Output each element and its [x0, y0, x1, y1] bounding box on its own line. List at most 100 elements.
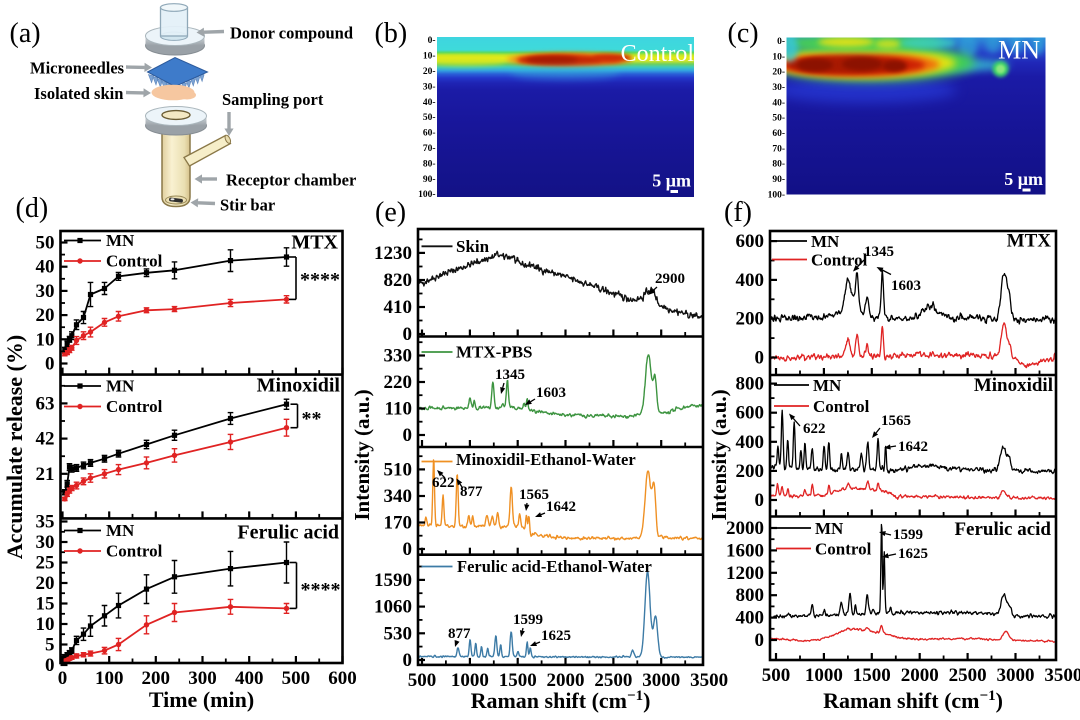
svg-text:50: 50: [36, 233, 55, 254]
svg-text:5 μm: 5 μm: [652, 171, 691, 191]
svg-text:63: 63: [36, 393, 55, 414]
svg-text:60-: 60-: [772, 129, 785, 139]
svg-text:100-: 100-: [768, 190, 785, 200]
svg-text:(a): (a): [10, 18, 41, 49]
svg-text:(e): (e): [375, 197, 406, 228]
svg-text:510: 510: [384, 459, 413, 480]
svg-text:Ferulic acid-Ethanol-Water: Ferulic acid-Ethanol-Water: [457, 557, 652, 576]
svg-text:800: 800: [736, 585, 765, 606]
svg-text:50-: 50-: [772, 114, 785, 124]
svg-text:80-: 80-: [772, 160, 785, 170]
svg-text:1603: 1603: [891, 278, 921, 294]
svg-text:70-: 70-: [423, 144, 436, 154]
svg-text:500: 500: [408, 670, 437, 691]
svg-text:622: 622: [432, 475, 455, 491]
svg-text:330: 330: [384, 346, 413, 367]
svg-text:Accumulate release (%): Accumulate release (%): [2, 335, 27, 559]
svg-text:600: 600: [328, 668, 357, 689]
svg-text:300: 300: [188, 668, 217, 689]
svg-text:(d): (d): [16, 193, 49, 224]
svg-text:10-: 10-: [423, 52, 436, 62]
svg-text:****: ****: [300, 269, 340, 291]
svg-text:600: 600: [736, 403, 765, 424]
svg-text:Raman shift (cm−1): Raman shift (cm−1): [471, 688, 651, 713]
svg-text:220: 220: [384, 372, 413, 393]
svg-text:0-: 0-: [428, 36, 436, 46]
svg-text:1230: 1230: [374, 243, 412, 264]
svg-text:21: 21: [36, 464, 55, 485]
svg-text:30: 30: [36, 532, 55, 553]
svg-text:500: 500: [282, 668, 311, 689]
svg-text:Control: Control: [815, 540, 872, 559]
svg-text:400: 400: [235, 668, 264, 689]
svg-text:30-: 30-: [772, 83, 785, 93]
svg-text:2500: 2500: [949, 665, 987, 686]
svg-text:2900: 2900: [655, 271, 685, 287]
svg-text:20: 20: [36, 305, 55, 326]
svg-text:(c): (c): [728, 18, 759, 49]
svg-text:80-: 80-: [423, 159, 436, 169]
svg-text:Control: Control: [813, 397, 870, 416]
svg-text:Stir bar: Stir bar: [220, 196, 275, 215]
svg-text:1599: 1599: [893, 527, 923, 543]
svg-text:Isolated skin: Isolated skin: [34, 84, 123, 103]
svg-text:400: 400: [736, 270, 765, 291]
svg-text:0: 0: [755, 348, 765, 369]
svg-text:400: 400: [736, 432, 765, 453]
svg-text:40-: 40-: [772, 98, 785, 108]
svg-text:500: 500: [762, 665, 791, 686]
svg-text:100-: 100-: [418, 190, 435, 200]
svg-text:35: 35: [36, 512, 55, 533]
svg-text:2000: 2000: [547, 670, 585, 691]
svg-text:1345: 1345: [495, 367, 525, 383]
svg-text:170: 170: [384, 513, 413, 534]
svg-text:MN: MN: [106, 377, 135, 396]
svg-text:0: 0: [403, 539, 413, 560]
svg-text:30-: 30-: [423, 82, 436, 92]
svg-text:MN: MN: [813, 376, 842, 395]
svg-text:90-: 90-: [772, 175, 785, 185]
svg-text:200: 200: [736, 309, 765, 330]
svg-text:Time (min): Time (min): [149, 687, 254, 712]
svg-text:25: 25: [36, 553, 55, 574]
svg-text:2000: 2000: [901, 665, 939, 686]
svg-text:0: 0: [58, 668, 68, 689]
svg-text:2500: 2500: [594, 670, 632, 691]
svg-text:0: 0: [755, 490, 765, 511]
svg-text:20-: 20-: [772, 68, 785, 78]
svg-text:Receptor chamber: Receptor chamber: [226, 171, 356, 190]
svg-text:1625: 1625: [541, 628, 571, 644]
svg-text:20-: 20-: [423, 67, 436, 77]
svg-text:1565: 1565: [881, 413, 911, 429]
svg-text:Intensity (a.u.): Intensity (a.u.): [350, 389, 374, 520]
svg-text:10: 10: [36, 614, 55, 635]
svg-text:40-: 40-: [423, 98, 436, 108]
svg-text:1000: 1000: [805, 665, 843, 686]
svg-text:Control: Control: [106, 397, 163, 416]
svg-text:Minoxidil: Minoxidil: [257, 375, 341, 397]
svg-text:15: 15: [36, 594, 55, 615]
svg-text:1642: 1642: [898, 439, 928, 455]
svg-text:1642: 1642: [546, 499, 576, 515]
svg-text:Ferulic acid: Ferulic acid: [237, 522, 339, 544]
svg-text:90-: 90-: [423, 175, 436, 185]
svg-text:5 μm: 5 μm: [1004, 169, 1043, 189]
svg-text:42: 42: [36, 429, 55, 450]
svg-text:40: 40: [36, 257, 55, 278]
svg-text:Microneedles: Microneedles: [30, 59, 125, 78]
svg-text:**: **: [302, 408, 322, 430]
svg-text:1600: 1600: [726, 540, 764, 561]
svg-text:3500: 3500: [1044, 665, 1080, 686]
svg-text:Donor compound: Donor compound: [230, 24, 353, 43]
svg-text:Control: Control: [621, 41, 695, 67]
svg-text:530: 530: [384, 623, 413, 644]
svg-text:400: 400: [736, 608, 765, 629]
svg-text:3000: 3000: [642, 670, 680, 691]
svg-text:10: 10: [36, 329, 55, 350]
svg-text:MTX-PBS: MTX-PBS: [456, 343, 533, 362]
svg-text:1625: 1625: [898, 546, 928, 562]
svg-text:Minoxidil-Ethanol-Water: Minoxidil-Ethanol-Water: [456, 450, 636, 469]
svg-text:100: 100: [95, 668, 124, 689]
svg-text:877: 877: [460, 484, 483, 500]
svg-text:622: 622: [803, 421, 826, 437]
